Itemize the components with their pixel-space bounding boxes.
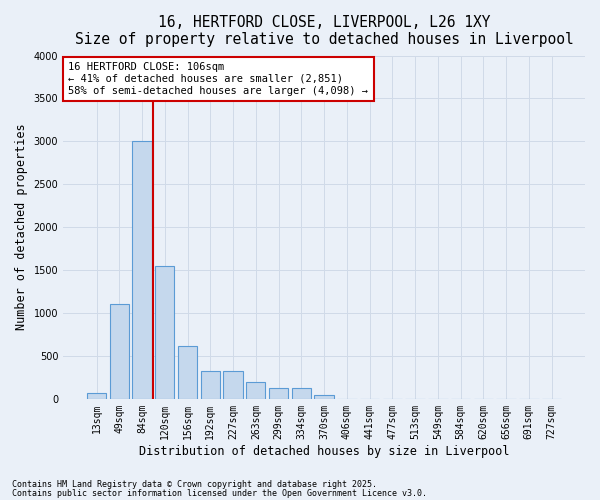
Bar: [314, 394, 334, 399]
Bar: [133, 142, 152, 399]
Text: Contains HM Land Registry data © Crown copyright and database right 2025.: Contains HM Land Registry data © Crown c…: [12, 480, 377, 489]
Bar: [269, 388, 288, 399]
Text: 16 HERTFORD CLOSE: 106sqm
← 41% of detached houses are smaller (2,851)
58% of se: 16 HERTFORD CLOSE: 106sqm ← 41% of detac…: [68, 62, 368, 96]
Text: Contains public sector information licensed under the Open Government Licence v3: Contains public sector information licen…: [12, 488, 427, 498]
Bar: [200, 370, 220, 399]
Bar: [223, 370, 243, 399]
Bar: [155, 266, 175, 399]
Bar: [110, 304, 129, 399]
Title: 16, HERTFORD CLOSE, LIVERPOOL, L26 1XY
Size of property relative to detached hou: 16, HERTFORD CLOSE, LIVERPOOL, L26 1XY S…: [75, 15, 574, 48]
Y-axis label: Number of detached properties: Number of detached properties: [15, 124, 28, 330]
Bar: [292, 388, 311, 399]
X-axis label: Distribution of detached houses by size in Liverpool: Distribution of detached houses by size …: [139, 444, 509, 458]
Bar: [87, 393, 106, 399]
Bar: [246, 382, 265, 399]
Bar: [178, 346, 197, 399]
